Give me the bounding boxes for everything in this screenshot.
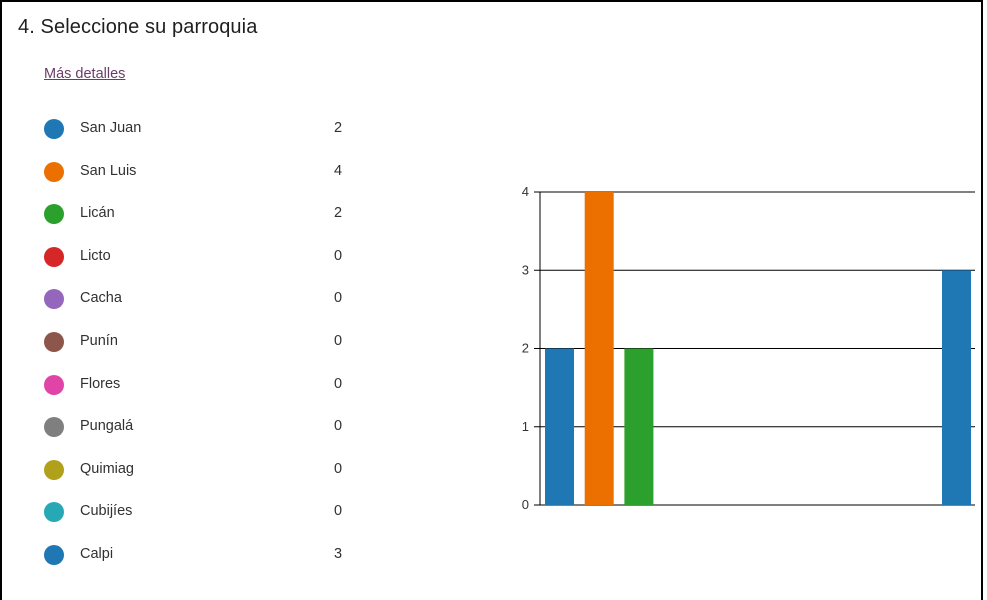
legend-swatch <box>44 331 64 352</box>
legend-count: 0 <box>334 375 343 392</box>
legend-swatch <box>44 544 64 565</box>
legend-count: 2 <box>334 120 343 136</box>
legend-item: Pungalá 0 <box>44 416 364 459</box>
legend-item: Licán 2 <box>44 203 364 246</box>
bar[interactable] <box>942 270 971 505</box>
bar-chart-svg: 0 1 2 3 4 <box>522 184 975 512</box>
legend: San Juan 2 San Luis 4 Licán 2 Licto 0 Cacha 0 Puní… <box>44 118 364 587</box>
legend-item: San Juan 2 <box>44 118 364 161</box>
legend-item: San Luis 4 <box>44 161 364 204</box>
legend-label: Quimiag <box>80 460 134 477</box>
legend-swatch <box>44 204 64 225</box>
legend-item: Flores 0 <box>44 374 364 417</box>
legend-swatch <box>44 161 64 182</box>
y-tick-label: 1 <box>522 419 529 434</box>
legend-swatch <box>44 417 64 438</box>
bar[interactable] <box>545 348 574 506</box>
y-tick-label: 2 <box>522 341 529 356</box>
legend-count: 0 <box>334 460 343 477</box>
legend-label: San Juan <box>80 120 142 136</box>
legend-count: 0 <box>334 332 343 349</box>
legend-item: Quimiag 0 <box>44 459 364 502</box>
legend-label: Punín <box>80 332 118 349</box>
legend-item: Cacha 0 <box>44 288 364 331</box>
legend-swatch <box>44 289 64 310</box>
bar-chart: 0 1 2 3 4 <box>500 175 987 515</box>
legend-count: 3 <box>334 545 343 562</box>
legend-swatch <box>44 459 64 480</box>
legend-label: Flores <box>80 375 121 392</box>
more-details-link[interactable]: Más detalles <box>44 66 126 82</box>
legend-count: 0 <box>334 503 343 520</box>
y-tick-label: 4 <box>522 184 529 199</box>
legend-label: Pungalá <box>80 418 134 435</box>
legend-swatch <box>44 502 64 523</box>
bar[interactable] <box>584 192 614 505</box>
bar[interactable] <box>624 348 654 506</box>
y-tick-label: 3 <box>522 262 529 277</box>
legend-count: 0 <box>334 418 343 435</box>
legend-swatch <box>44 246 64 267</box>
legend-count: 4 <box>334 162 343 179</box>
legend-count: 0 <box>334 247 343 264</box>
legend-count: 2 <box>334 205 343 222</box>
legend-label: Licán <box>80 205 115 222</box>
legend-item: Calpi 3 <box>44 544 364 587</box>
legend-item: Punín 0 <box>44 331 364 374</box>
legend-label: Cubijíes <box>80 503 133 520</box>
question-title: 4. Seleccione su parroquia <box>18 16 258 38</box>
legend-label: Calpi <box>80 545 114 562</box>
legend-item: Licto 0 <box>44 246 364 289</box>
legend-label: Licto <box>80 247 111 264</box>
legend-swatch <box>44 374 64 395</box>
legend-label: Cacha <box>80 290 122 307</box>
legend-count: 0 <box>334 290 343 307</box>
y-tick-label: 0 <box>522 497 529 512</box>
legend-swatch <box>44 119 64 139</box>
legend-item: Cubijíes 0 <box>44 501 364 544</box>
legend-label: San Luis <box>80 162 137 179</box>
